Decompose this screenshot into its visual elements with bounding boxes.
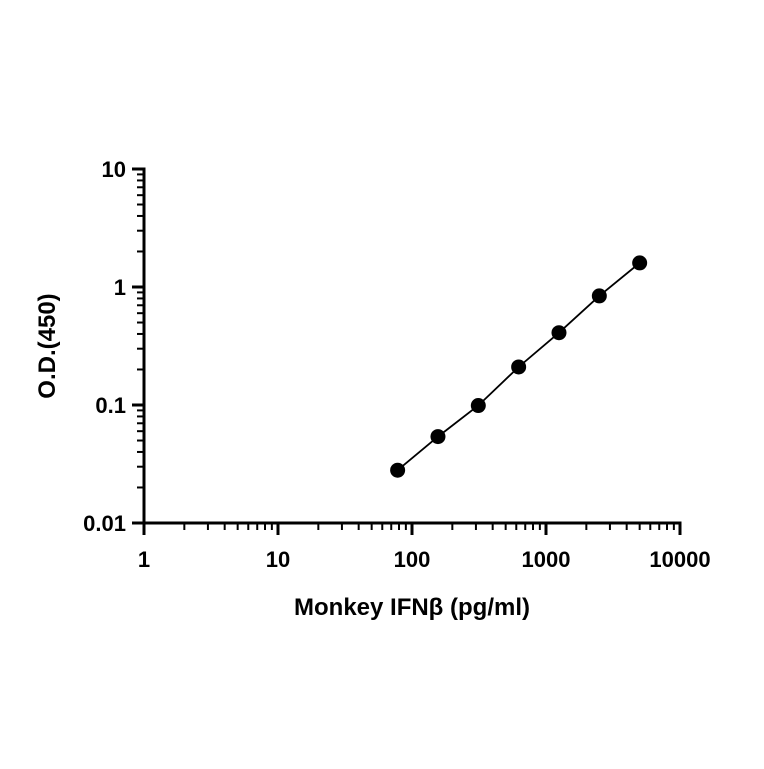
data-point [430, 429, 446, 445]
x-axis-title: Monkey IFNβ (pg/ml) [294, 594, 530, 621]
y-tick-label: 0.01 [83, 511, 126, 536]
y-tick-label: 0.1 [95, 393, 126, 418]
data-point [470, 398, 486, 414]
x-tick-label: 1 [138, 547, 150, 572]
data-point [390, 462, 406, 478]
x-tick-label: 100 [394, 547, 431, 572]
x-tick-label: 1000 [522, 547, 571, 572]
y-tick-label: 1 [114, 275, 126, 300]
x-tick-label: 10000 [649, 547, 710, 572]
data-point [511, 359, 527, 375]
x-tick-label: 10 [266, 547, 290, 572]
plot-area [390, 255, 648, 478]
data-point [591, 288, 607, 304]
axes: 1 10 100 1000 10000 0.01 0.1 1 10 [83, 157, 710, 572]
data-point [551, 325, 567, 341]
y-axis-title: O.D.(450) [34, 293, 61, 398]
data-point [632, 255, 648, 271]
y-tick-label: 10 [102, 157, 126, 182]
